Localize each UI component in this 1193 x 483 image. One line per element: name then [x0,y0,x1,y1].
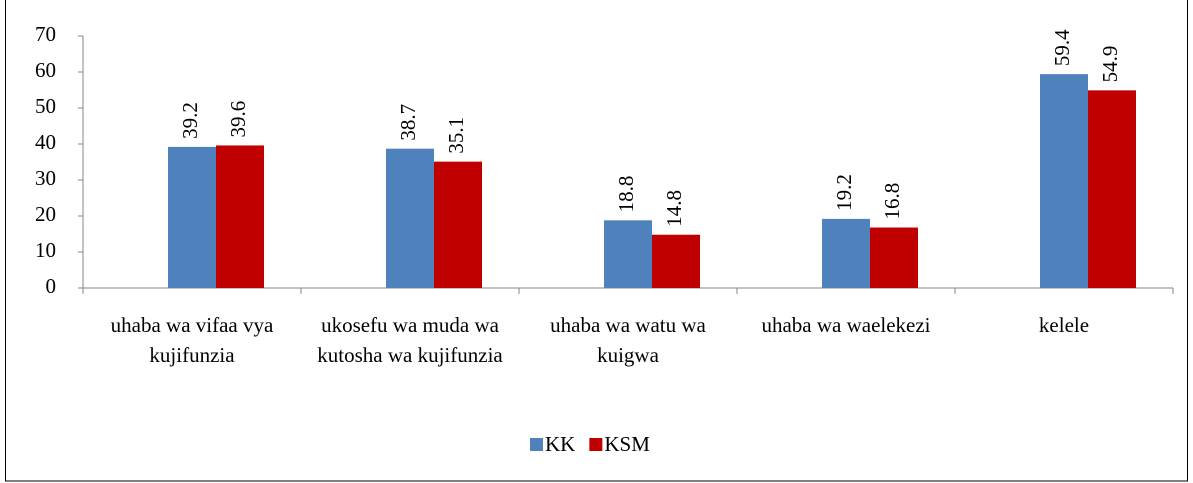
legend-swatch [589,438,603,451]
bar [216,145,264,288]
legend-swatch [530,438,543,451]
x-tick-label-line: kujifunzia [149,343,235,367]
x-tick-label: uhaba wa watu wa kuigwa [550,313,706,367]
data-label: 16.8 [880,183,904,220]
x-tick-label-line: uhaba wa watu wa [550,313,706,337]
x-tick-label-line: ukosefu wa muda wa [321,313,500,337]
x-tick-label: uhaba wa vifaa vya kujifunzia [111,313,274,367]
x-tick-label-line: kutosha wa kujifunzia [317,343,503,367]
bar [386,148,434,288]
data-label: 18.8 [614,176,638,213]
data-label: 14.8 [662,190,686,227]
data-label: 19.2 [832,174,856,211]
bar [1040,74,1088,288]
bar [434,161,482,288]
x-tick-label-line: uhaba wa vifaa vya [111,313,274,337]
y-tick-label: 70 [35,22,56,46]
data-label: 39.6 [226,101,250,138]
legend-label: KSM [604,432,650,456]
bar [1088,90,1136,288]
legend-label: KK [545,432,575,456]
y-tick-label: 50 [35,94,56,118]
x-tick-label: ukosefu wa muda wa kutosha wa kujifunzia [317,313,503,367]
y-tick-label: 10 [35,238,56,262]
chart-border [5,0,1188,482]
data-label: 38.7 [396,104,420,141]
y-tick-label: 60 [35,58,56,82]
x-tick-label-line: uhaba wa waelekezi [761,313,930,337]
x-tick-label: uhaba wa waelekezi [761,313,930,337]
y-tick-label: 0 [46,274,57,298]
x-tick-label-line: kelele [1039,313,1089,337]
y-tick-label: 40 [35,130,56,154]
y-tick-label: 20 [35,202,56,226]
x-tick-label: kelele [1039,313,1089,337]
bar [822,218,870,288]
bar [652,234,700,288]
bar [168,146,216,288]
bar [604,220,652,288]
data-label: 54.9 [1098,46,1122,83]
data-label: 59.4 [1050,29,1074,66]
data-label: 39.2 [178,102,202,139]
data-label: 35.1 [444,117,468,154]
y-tick-label: 30 [35,166,56,190]
bar [870,227,918,288]
x-tick-label-line: kuigwa [597,343,660,367]
